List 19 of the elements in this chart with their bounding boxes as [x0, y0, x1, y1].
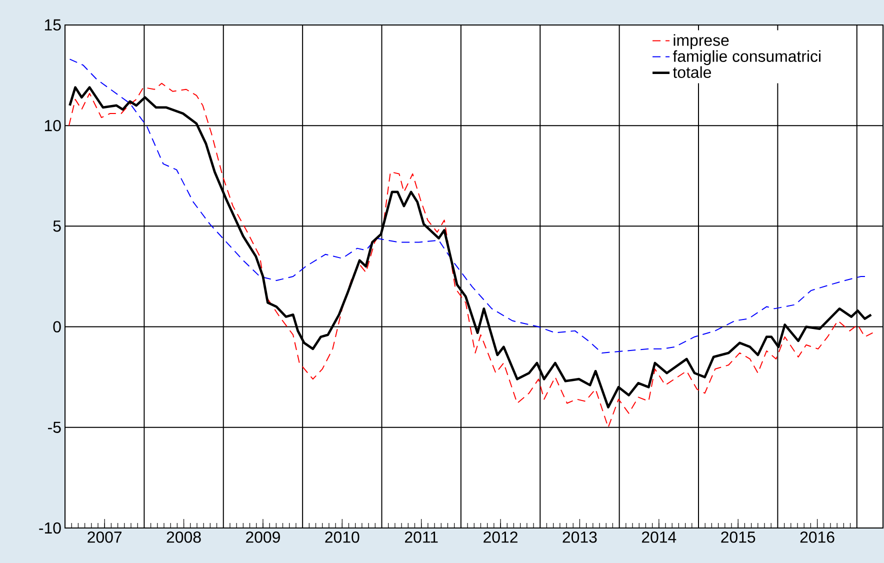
- y-tick-label: -5: [48, 422, 61, 433]
- legend-label: imprese: [674, 34, 729, 50]
- y-tick-label: 0: [53, 321, 61, 332]
- legend-label: famiglie consumatrici: [672, 50, 820, 66]
- x-tick-label: 2013: [562, 532, 597, 543]
- y-tick-label: 15: [44, 19, 61, 31]
- legend-label: totale: [672, 66, 712, 78]
- x-tick-label: 2014: [642, 532, 676, 543]
- y-tick-label: -10: [39, 522, 61, 534]
- y-tick-label: 10: [44, 120, 61, 132]
- x-tick-label: 2011: [405, 532, 438, 543]
- x-tick-label: 2012: [484, 532, 518, 543]
- y-tick-label: 5: [53, 220, 61, 232]
- x-tick-label: 2015: [721, 532, 756, 543]
- x-tick-label: 2008: [166, 532, 201, 543]
- x-tick-label: 2010: [325, 532, 360, 543]
- x-tick-label: 2016: [800, 532, 834, 543]
- x-tick-label: 2009: [246, 532, 280, 543]
- x-tick-label: 2007: [88, 532, 122, 543]
